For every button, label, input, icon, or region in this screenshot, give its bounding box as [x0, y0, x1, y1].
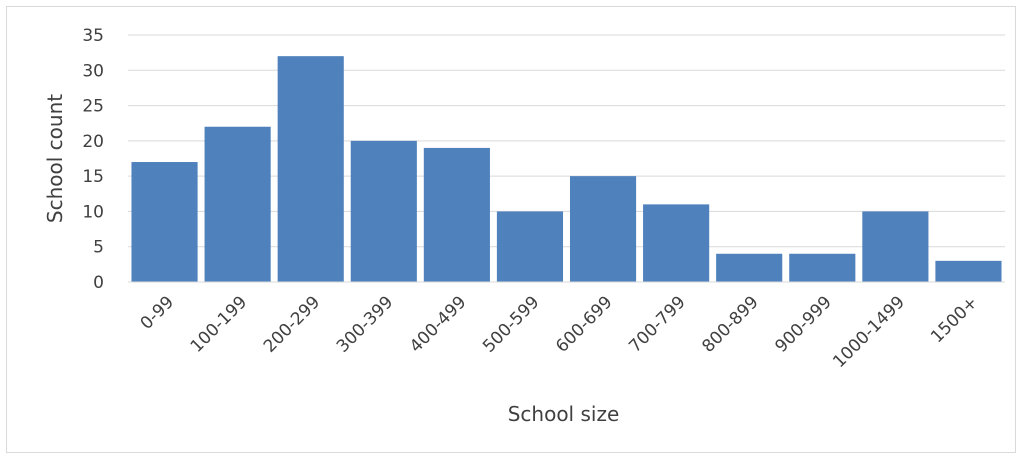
- y-tick-label: 15: [82, 167, 104, 187]
- gridlines: [128, 34, 1005, 248]
- bar-900-999: [789, 253, 856, 282]
- x-tick-label: 800-899: [698, 292, 762, 356]
- y-tick-label: 25: [82, 97, 104, 117]
- x-tick-label: 500-599: [479, 292, 543, 356]
- y-tick-label: 30: [82, 61, 104, 81]
- bar-600-699: [569, 176, 637, 282]
- x-tick-label: 1500+: [927, 292, 982, 347]
- bar-700-799: [643, 204, 710, 282]
- bar-1000-1499: [862, 211, 929, 282]
- bar-500-599: [496, 211, 564, 282]
- bars: [131, 56, 1002, 282]
- x-tick-label: 700-799: [625, 292, 689, 356]
- x-tick-label: 900-999: [771, 292, 835, 356]
- bar-400-499: [423, 147, 490, 282]
- x-tick-label: 1000-1499: [829, 292, 909, 372]
- y-tick-label: 5: [93, 238, 104, 258]
- bar-1500+: [935, 260, 1002, 282]
- y-tick-label: 20: [82, 132, 104, 152]
- x-tick-label: 0-99: [137, 292, 178, 333]
- y-tick-label: 10: [82, 202, 104, 222]
- y-axis-title: School count: [43, 94, 67, 223]
- bar-200-299: [277, 56, 344, 282]
- bar-800-899: [716, 253, 783, 282]
- x-tick-label: 100-199: [187, 292, 251, 356]
- x-tick-label: 400-499: [406, 292, 470, 356]
- bar-300-399: [350, 140, 417, 282]
- x-tick-label: 200-299: [260, 292, 324, 356]
- x-axis-ticks: 0-99 100-199 200-299 300-399 400-499 500-599 6…: [137, 292, 982, 372]
- bar-0-99: [131, 162, 198, 282]
- x-axis-title: School size: [508, 402, 620, 426]
- y-axis-ticks: 0 5 10 15 20 25 30 35: [82, 26, 104, 293]
- x-tick-label: 600-699: [552, 292, 616, 356]
- y-tick-label: 35: [82, 26, 104, 46]
- bar-100-199: [204, 126, 271, 282]
- y-tick-label: 0: [93, 273, 104, 293]
- x-tick-label: 300-399: [333, 292, 397, 356]
